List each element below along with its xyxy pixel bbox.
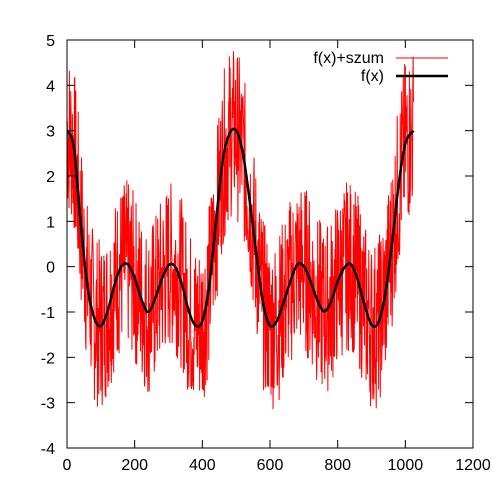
y-tick-label: -2 (41, 350, 55, 367)
y-tick-label: 3 (46, 124, 55, 141)
x-tick-label: 1200 (455, 457, 491, 474)
x-tick-label: 800 (324, 457, 351, 474)
y-tick-label: 1 (46, 214, 55, 231)
y-tick-label: -4 (41, 441, 55, 458)
x-tick-label: 1000 (388, 457, 424, 474)
legend-label: f(x)+szum (313, 50, 384, 67)
x-tick-label: 400 (189, 457, 216, 474)
x-tick-label: 600 (257, 457, 284, 474)
y-tick-label: 2 (46, 169, 55, 186)
legend-label: f(x) (361, 68, 384, 85)
y-tick-label: -1 (41, 305, 55, 322)
y-tick-label: 4 (46, 78, 55, 95)
y-tick-label: 0 (46, 260, 55, 277)
series-line-f-x (67, 127, 415, 328)
y-tick-label: 5 (46, 33, 55, 50)
x-tick-label: 0 (63, 457, 72, 474)
y-tick-label: -3 (41, 396, 55, 413)
x-tick-label: 200 (121, 457, 148, 474)
